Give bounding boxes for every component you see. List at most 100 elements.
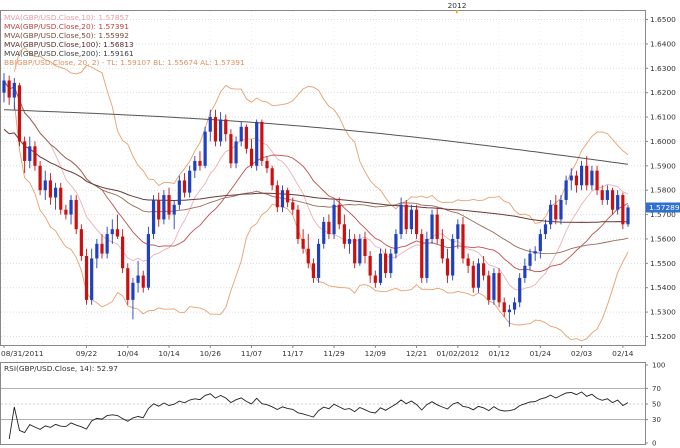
candle-body (389, 253, 393, 274)
candle-body (404, 204, 408, 230)
candle-body (554, 204, 558, 220)
candle-body (368, 256, 372, 276)
candle-body (286, 190, 290, 203)
mva-50-line (3, 80, 629, 255)
bollinger-lower-line (13, 102, 629, 342)
candle-body (399, 204, 403, 235)
candle-body (162, 195, 166, 220)
candle-body (559, 199, 563, 220)
candle-body (616, 195, 620, 210)
y-tick-label: 1.6300 (650, 64, 676, 73)
candle-body (311, 263, 316, 278)
candle-body (229, 134, 233, 164)
candle-body (430, 214, 434, 239)
candle-body (172, 204, 176, 215)
candle-body (482, 263, 486, 276)
candle-body (79, 229, 83, 257)
candle-body (512, 302, 517, 310)
y-tick-label: 1.5700 (650, 210, 676, 219)
y-tick-label: 1.6200 (650, 88, 676, 97)
candle-body (203, 131, 207, 166)
candle-body (12, 82, 16, 98)
candle-body (84, 256, 89, 300)
rsi-line (8, 391, 629, 440)
rsi-axis-ticks: 0 30 50 70 100 (645, 362, 665, 448)
candle-body (53, 187, 58, 198)
candle-body (275, 185, 279, 208)
candle-body (595, 170, 599, 191)
candle-body (440, 238, 444, 259)
candle-body (33, 146, 37, 166)
candle-body (507, 309, 511, 313)
x-tick-label: 01/24 (530, 349, 552, 358)
candle-body (121, 236, 125, 269)
candle-body (378, 253, 383, 283)
candle-body (585, 165, 589, 186)
mva-200-line (3, 109, 629, 165)
rsi-grid (1, 387, 645, 421)
main-plot-frame (0, 10, 646, 346)
x-tick-label: 02/03 (571, 349, 593, 358)
candle-body (270, 168, 274, 186)
candle-body (590, 170, 594, 186)
rsi-tick-label: 70 (652, 385, 661, 393)
x-tick-label: 12/21 (406, 349, 428, 358)
candle-body (394, 234, 398, 254)
candle-body (358, 238, 362, 264)
candle-body (146, 234, 150, 288)
candle-body (471, 265, 475, 288)
year-label: 2012 (448, 1, 467, 10)
candle-body (136, 275, 140, 283)
candle-body (502, 302, 506, 313)
candle-body (244, 126, 248, 149)
candle-body (487, 275, 491, 300)
candle-body (564, 180, 568, 200)
candle-body (605, 190, 609, 200)
x-tick-label: 02/14 (612, 349, 634, 358)
x-tick-label: 01/02/2012 (437, 349, 480, 358)
candle-body (115, 229, 120, 237)
candle-body (373, 275, 377, 283)
candle-body (569, 175, 573, 181)
legend: MVA(GBP/USD.Close,10): 1.57857 MVA(GBP/U… (4, 13, 245, 67)
x-tick-label: 08/31/2011 (1, 349, 44, 358)
x-tick-label: 10/26 (200, 349, 222, 358)
candle-body (518, 277, 522, 303)
y-tick-label: 1.5500 (650, 259, 676, 268)
candle-body (213, 117, 218, 142)
candle-body (131, 282, 135, 300)
rsi-label: RSI(GBP/USD.Close, 14): 52.97 (4, 364, 118, 373)
x-tick-label: 11/17 (282, 349, 304, 358)
candle-body (332, 204, 336, 235)
candle-body (255, 121, 259, 166)
candle-body (492, 273, 496, 300)
legend-item: MVA(GBP/USD.Close,50): 1.55992 (4, 31, 129, 40)
candle-body (7, 80, 11, 98)
candle-body (342, 224, 346, 244)
candle-body (28, 146, 32, 161)
candle-body (497, 273, 501, 303)
candle-body (157, 199, 161, 220)
rsi-tick-label: 0 (652, 440, 656, 448)
candle-body (322, 221, 326, 244)
candle-body (38, 165, 42, 191)
candle-body (90, 258, 94, 300)
candle-body (456, 224, 460, 239)
candle-body (177, 180, 181, 205)
candle-body (353, 238, 357, 264)
candle-body (435, 214, 439, 239)
svg-text:1.57289: 1.57289 (649, 203, 680, 212)
candle-body (265, 160, 269, 169)
candle-body (363, 238, 367, 257)
candle-body (17, 85, 22, 142)
candle-body (384, 253, 388, 274)
x-tick-label: 12/09 (365, 349, 387, 358)
legend-item: MVA(GBP/USD.Close,10): 1.57857 (4, 13, 129, 22)
y-tick-label: 1.5800 (650, 186, 676, 195)
candle-body (466, 258, 470, 266)
candle-body (291, 202, 295, 210)
candle-body (327, 221, 331, 235)
candle-body (306, 248, 310, 264)
y-axis-ticks: 1.5200 1.5300 1.5400 1.5500 1.5600 1.5700 1.58… (645, 15, 676, 341)
